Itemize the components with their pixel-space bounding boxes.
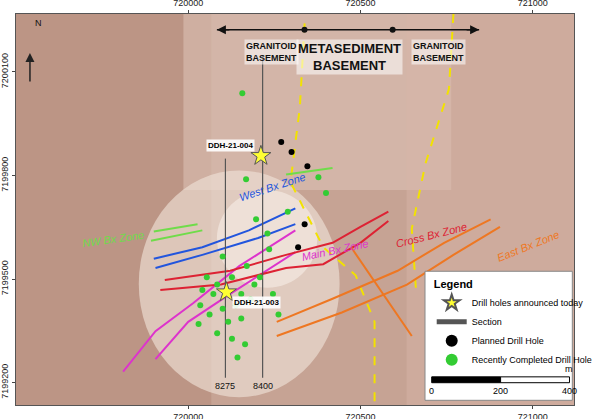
svg-text:East Bx Zone: East Bx Zone — [495, 228, 561, 264]
svg-text:8275: 8275 — [215, 381, 235, 391]
svg-text:DDH-21-003: DDH-21-003 — [234, 298, 279, 307]
svg-text:200: 200 — [493, 386, 508, 396]
svg-text:Section: Section — [472, 317, 502, 327]
svg-text:GRANITOIDBASEMENT: GRANITOIDBASEMENT — [413, 41, 464, 63]
svg-text:Drill holes announced today: Drill holes announced today — [472, 298, 584, 308]
svg-text:NW Bx Zone: NW Bx Zone — [82, 229, 145, 250]
svg-text:400: 400 — [562, 386, 577, 396]
svg-text:721000: 721000 — [518, 412, 548, 419]
svg-text:7199200: 7199200 — [0, 364, 10, 399]
svg-text:N: N — [35, 18, 42, 28]
svg-text:720000: 720000 — [173, 0, 203, 8]
svg-text:METASEDIMENTBASEMENT: METASEDIMENTBASEMENT — [298, 41, 401, 73]
svg-text:7199500: 7199500 — [0, 260, 10, 295]
svg-text:720500: 720500 — [345, 0, 375, 8]
svg-text:m: m — [565, 364, 573, 374]
svg-text:721000: 721000 — [518, 0, 548, 8]
svg-text:GRANITOIDBASEMENT: GRANITOIDBASEMENT — [246, 41, 297, 63]
svg-text:720500: 720500 — [345, 412, 375, 419]
svg-text:8400: 8400 — [253, 381, 273, 391]
svg-text:Legend: Legend — [434, 278, 473, 290]
svg-text:West Bx Zone: West Bx Zone — [238, 171, 307, 204]
svg-text:7200100: 7200100 — [0, 53, 10, 88]
svg-text:0: 0 — [429, 386, 434, 396]
svg-text:720000: 720000 — [173, 412, 203, 419]
svg-text:Planned Drill Hole: Planned Drill Hole — [472, 336, 544, 346]
svg-text:Main Bx Zone: Main Bx Zone — [301, 237, 370, 263]
svg-text:7199800: 7199800 — [0, 157, 10, 192]
svg-text:Cross Bx Zone: Cross Bx Zone — [395, 220, 468, 249]
svg-text:DDH-21-004: DDH-21-004 — [208, 141, 253, 150]
svg-text:Recently Completed Drill Hole: Recently Completed Drill Hole — [472, 355, 592, 365]
